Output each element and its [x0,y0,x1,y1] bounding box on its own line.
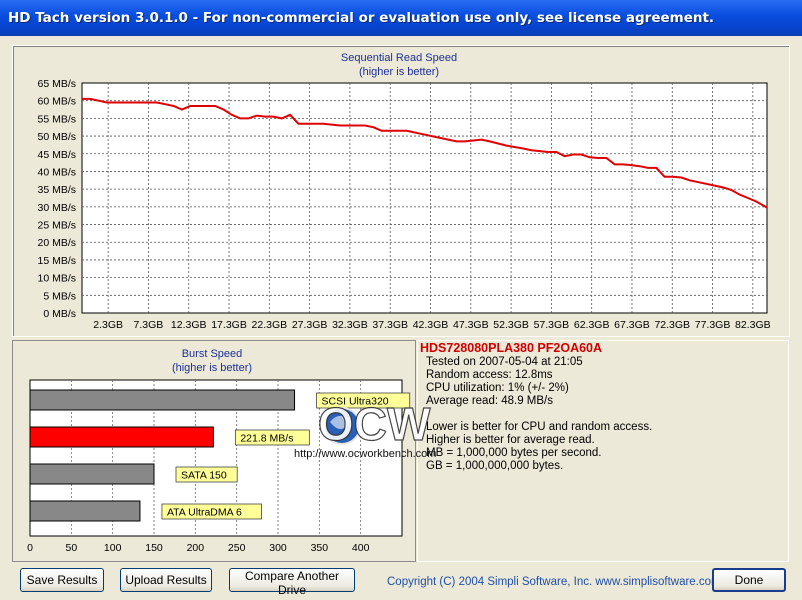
read-plot-area [81,82,768,314]
read-y-tick-label: 35 MB/s [37,184,76,196]
read-x-tick-label: 52.3GB [493,319,529,331]
read-x-tick-label: 42.3GB [413,319,449,331]
burst-x-tick-label: 0 [27,542,33,554]
burst-bar [29,463,155,485]
read-x-tick-label: 37.3GB [372,319,408,331]
cpu-utilization: CPU utilization: 1% (+/- 2%) [426,382,569,394]
window-title: HD Tach version 3.0.1.0 - For non-commer… [8,10,715,26]
burst-bar-label: SATA 150 [181,470,227,482]
burst-bar [29,426,214,448]
read-x-tick-label: 27.3GB [292,319,328,331]
copyright-text: Copyright (C) 2004 Simpli Software, Inc.… [387,576,721,588]
read-y-tick-label: 60 MB/s [37,96,76,108]
compare-drive-label: Compare Another Drive [244,569,340,597]
burst-bar-label-box [234,429,310,446]
burst-chart-title: Burst Speed [182,348,243,360]
done-label: Done [734,573,764,587]
compare-drive-button[interactable]: Compare Another Drive [229,568,355,597]
burst-x-tick-label: 150 [145,542,163,554]
read-x-tick-label: 17.3GB [211,319,247,331]
read-chart-title: Sequential Read Speed [341,52,457,64]
note-lower-better: Lower is better for CPU and random acces… [426,421,653,433]
read-y-tick-label: 40 MB/s [37,166,76,178]
read-chart-subtitle: (higher is better) [359,66,439,78]
read-y-tick-label: 20 MB/s [37,237,76,249]
read-x-tick-label: 22.3GB [252,319,288,331]
burst-chart-subtitle: (higher is better) [172,362,252,374]
note-gb-definition: GB = 1,000,000,000 bytes. [426,460,564,472]
burst-x-tick-label: 300 [269,542,287,554]
burst-x-tick-label: 400 [352,542,370,554]
burst-x-tick-label: 200 [187,542,205,554]
burst-bar-label: SCSI Ultra320 [322,396,389,408]
drive-info: HDS728080PLA380 PF2OA60A Tested on 2007-… [420,341,652,473]
burst-x-axis: 0 50 100 150 200 250 300 350 400 [27,542,370,554]
read-y-tick-label: 65 MB/s [37,78,76,90]
read-y-tick-label: 25 MB/s [37,220,76,232]
read-y-tick-label: 10 MB/s [37,273,76,285]
burst-x-tick-label: 350 [311,542,329,554]
burst-bar-label-box [175,466,238,483]
read-x-tick-label: 67.3GB [614,319,650,331]
ocw-watermark: OCW http://www.ocworkbench.com [294,397,436,460]
burst-bar [29,500,141,522]
burst-x-tick-label: 250 [228,542,246,554]
read-y-tick-label: 0 MB/s [43,308,76,320]
read-chart: Sequential Read Speed (higher is better)… [37,52,770,331]
info-panel [417,340,789,562]
read-x-tick-label: 2.3GB [93,319,123,331]
read-y-tick-label: 15 MB/s [37,255,76,267]
upload-results-button[interactable]: Upload Results [120,568,212,592]
note-mb-definition: MB = 1,000,000 bytes per second. [426,447,602,459]
burst-x-tick-label: 100 [104,542,122,554]
read-x-tick-label: 57.3GB [534,319,570,331]
read-y-tick-label: 45 MB/s [37,149,76,161]
burst-chart: Burst Speed (higher is better) SCSI Ultr… [27,348,411,554]
tested-on: Tested on 2007-05-04 at 21:05 [426,356,583,368]
burst-bar-label: 221.8 MB/s [240,433,293,445]
burst-x-tick-label: 50 [65,542,77,554]
drive-model: HDS728080PLA380 PF2OA60A [420,341,603,355]
upload-results-label: Upload Results [125,573,207,587]
read-x-tick-label: 32.3GB [332,319,368,331]
done-button[interactable]: Done [712,568,786,592]
save-results-button[interactable]: Save Results [20,568,104,592]
read-x-tick-label: 62.3GB [574,319,610,331]
save-results-label: Save Results [26,573,98,587]
watermark-url: http://www.ocworkbench.com [294,448,436,460]
read-x-tick-label: 82.3GB [735,319,771,331]
read-y-tick-label: 30 MB/s [37,202,76,214]
burst-bars: SCSI Ultra320 221.8 MB/s SATA 150 ATA Ultra… [29,389,411,522]
read-y-tick-label: 50 MB/s [37,131,76,143]
read-y-tick-label: 55 MB/s [37,113,76,125]
title-bar[interactable]: HD Tach version 3.0.1.0 - For non-commer… [0,0,802,36]
read-x-tick-label: 77.3GB [695,319,731,331]
burst-bar-label: ATA UltraDMA 6 [167,507,242,519]
read-x-tick-label: 72.3GB [654,319,690,331]
read-x-tick-label: 7.3GB [134,319,164,331]
burst-bar-label-box [161,503,262,520]
ocw-logo-text: OCW [318,398,431,450]
note-higher-better: Higher is better for average read. [426,434,595,446]
read-y-axis: 0 MB/s 5 MB/s 10 MB/s 15 MB/s 20 MB/s 25 MB/s… [37,78,76,320]
read-x-tick-label: 12.3GB [171,319,207,331]
read-y-tick-label: 5 MB/s [43,290,76,302]
globe-land-icon [330,415,350,430]
read-x-axis: 2.3GB 7.3GB 12.3GB 17.3GB 22.3GB 27.3GB 32.3GB… [93,319,770,331]
random-access: Random access: 12.8ms [426,369,553,381]
burst-bar [29,389,296,411]
read-x-tick-label: 47.3GB [453,319,489,331]
average-read: Average read: 48.9 MB/s [426,395,553,407]
burst-bar-label-box [316,392,411,409]
read-speed-line [82,97,768,209]
